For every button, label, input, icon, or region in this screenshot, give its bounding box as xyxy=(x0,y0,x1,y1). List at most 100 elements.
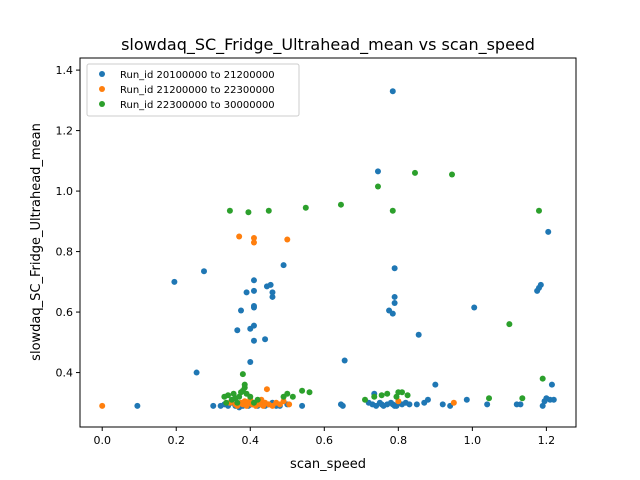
plot-frame xyxy=(79,57,577,428)
data-point-series-3-12 xyxy=(239,371,246,378)
y-tick-label: 0.8 xyxy=(56,246,74,259)
data-point-series-1-5 xyxy=(210,402,217,409)
chart-title: slowdaq_SC_Fridge_Ultrahead_mean vs scan… xyxy=(121,35,535,55)
data-point-series-2-1 xyxy=(99,402,106,409)
data-point-series-1-16 xyxy=(243,289,250,296)
x-axis-label: scan_speed xyxy=(290,457,366,472)
data-point-series-1-40 xyxy=(280,262,287,269)
data-point-series-1-24 xyxy=(250,277,257,284)
legend-marker-series-2 xyxy=(99,86,105,92)
y-axis-label: slowdaq_SC_Fridge_Ultrahead_mean xyxy=(29,123,44,361)
data-point-series-3-6 xyxy=(230,390,237,397)
data-point-series-1-11 xyxy=(234,327,241,334)
data-point-series-3-44 xyxy=(539,375,546,382)
y-tick-label: 1.2 xyxy=(56,125,74,138)
data-point-series-2-14 xyxy=(250,239,257,246)
data-point-series-1-80 xyxy=(517,401,524,408)
data-points-layer xyxy=(99,88,557,411)
data-point-series-2-5 xyxy=(236,233,243,240)
x-tick-label: 0.4 xyxy=(242,434,260,447)
data-point-series-1-22 xyxy=(250,337,257,344)
data-point-series-1-61 xyxy=(391,299,398,306)
data-point-series-3-36 xyxy=(399,389,406,396)
data-point-series-3-33 xyxy=(389,207,396,214)
data-point-series-3-43 xyxy=(535,207,542,214)
data-point-series-3-39 xyxy=(449,171,455,178)
y-tick-label: 0.6 xyxy=(56,306,74,319)
data-point-series-2-30 xyxy=(450,399,457,406)
data-point-series-2-27 xyxy=(284,236,291,243)
data-point-series-1-58 xyxy=(389,88,396,95)
data-point-series-1-87 xyxy=(545,228,552,235)
data-point-series-2-26 xyxy=(280,398,287,405)
legend-label-series-2: Run_id 21200000 to 22300000 xyxy=(120,85,275,96)
data-point-series-3-25 xyxy=(302,204,309,211)
y-tick-label: 1.4 xyxy=(56,64,74,77)
legend-label-series-1: Run_id 20100000 to 21200000 xyxy=(120,70,275,81)
data-point-series-1-59 xyxy=(391,265,398,272)
data-point-series-1-45 xyxy=(341,357,348,364)
data-point-series-1-1 xyxy=(134,402,141,409)
data-point-series-1-44 xyxy=(339,402,346,409)
data-point-series-1-72 xyxy=(424,396,431,403)
data-point-series-3-29 xyxy=(371,393,378,400)
data-point-series-3-2 xyxy=(223,399,230,406)
data-point-series-2-13 xyxy=(250,234,257,241)
data-point-series-1-69 xyxy=(413,401,420,408)
data-point-series-1-62 xyxy=(389,310,396,317)
x-tick-label: 1.0 xyxy=(464,434,482,447)
data-point-series-1-3 xyxy=(193,369,200,376)
data-point-series-3-9 xyxy=(236,393,243,400)
y-tick-label: 1.0 xyxy=(56,185,74,198)
data-point-series-3-31 xyxy=(378,392,385,399)
data-point-series-1-36 xyxy=(269,293,276,300)
data-point-series-1-84 xyxy=(539,402,546,409)
y-tick-label: 0.4 xyxy=(56,367,74,380)
data-point-series-3-4 xyxy=(226,207,233,214)
data-point-series-1-76 xyxy=(463,396,470,403)
data-point-series-3-38 xyxy=(411,169,418,176)
x-tick-label: 0.0 xyxy=(93,434,111,447)
data-point-series-1-13 xyxy=(238,307,245,314)
data-point-series-1-26 xyxy=(250,303,257,310)
data-point-series-3-42 xyxy=(519,395,526,402)
x-tick-label: 0.6 xyxy=(316,434,334,447)
data-point-series-3-28 xyxy=(362,396,369,403)
data-point-series-3-17 xyxy=(247,393,254,400)
data-point-series-3-20 xyxy=(265,207,272,214)
data-point-series-1-74 xyxy=(439,401,446,408)
legend: Run_id 20100000 to 21200000 Run_id 21200… xyxy=(86,63,300,117)
data-point-series-3-41 xyxy=(506,321,513,328)
data-point-series-3-27 xyxy=(337,201,344,208)
data-point-series-2-21 xyxy=(263,386,270,393)
data-point-series-3-8 xyxy=(234,399,241,406)
data-point-series-3-19 xyxy=(254,396,261,403)
data-point-series-1-68 xyxy=(406,401,413,408)
legend-frame xyxy=(86,63,300,117)
data-point-series-1-78 xyxy=(484,401,491,408)
data-point-series-3-37 xyxy=(404,392,411,399)
data-point-series-3-3 xyxy=(225,392,232,399)
data-point-series-3-14 xyxy=(241,384,248,391)
data-point-series-3-30 xyxy=(374,183,381,190)
data-point-series-1-83 xyxy=(537,281,544,288)
data-point-series-3-23 xyxy=(289,393,296,400)
legend-label-series-3: Run_id 22300000 to 30000000 xyxy=(120,100,275,111)
data-point-series-1-89 xyxy=(548,381,555,388)
data-point-series-3-22 xyxy=(284,390,291,397)
data-point-series-3-34 xyxy=(393,393,400,400)
x-tick-label: 0.8 xyxy=(390,434,408,447)
data-point-series-3-24 xyxy=(299,387,306,394)
data-point-series-2-29 xyxy=(395,398,402,405)
data-point-series-1-42 xyxy=(299,402,306,409)
data-point-series-1-4 xyxy=(201,268,207,275)
data-point-series-1-73 xyxy=(432,381,439,388)
data-point-series-1-21 xyxy=(250,322,257,329)
data-point-series-3-32 xyxy=(384,390,391,397)
data-point-series-1-19 xyxy=(247,358,254,365)
x-tick-label: 1.2 xyxy=(538,434,556,447)
data-point-series-2-28 xyxy=(286,401,293,408)
data-point-series-1-56 xyxy=(374,168,381,175)
data-point-series-1-77 xyxy=(471,304,478,311)
